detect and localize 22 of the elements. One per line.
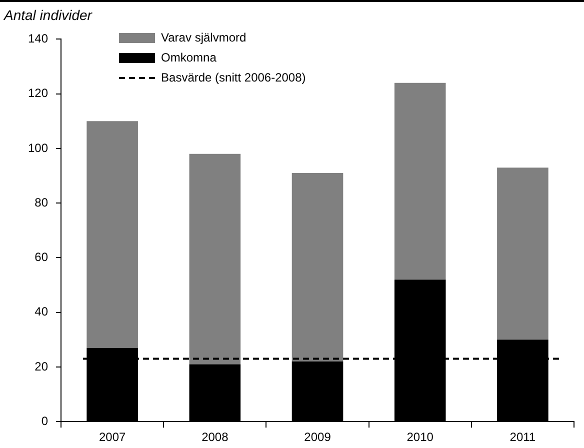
x-tick-label: 2009: [304, 430, 332, 444]
y-tick-label: 80: [34, 195, 48, 210]
bar: [189, 154, 241, 364]
bar: [292, 173, 344, 362]
y-tick-label: 100: [28, 140, 48, 155]
x-tick-label: 2007: [98, 430, 126, 444]
y-tick-label: 20: [34, 359, 48, 374]
y-tick-label: 0: [41, 414, 48, 428]
legend-label: Varav självmord: [161, 30, 246, 44]
y-tick-label: 120: [28, 86, 48, 100]
bar: [86, 121, 138, 348]
legend-label: Omkomna: [161, 50, 217, 64]
bar: [394, 82, 446, 280]
legend-label: Basvärde (snitt 2006-2008): [161, 70, 306, 84]
x-tick-label: 2010: [406, 430, 434, 444]
y-tick-label: 60: [34, 250, 48, 264]
y-tick-label: 140: [28, 32, 48, 46]
y-tick-label: 40: [34, 304, 48, 319]
y-axis-title: Antal individer: [4, 7, 92, 23]
x-tick-label: 2011: [510, 430, 536, 444]
x-tick-label: 2008: [202, 430, 229, 444]
bar: [497, 168, 548, 340]
